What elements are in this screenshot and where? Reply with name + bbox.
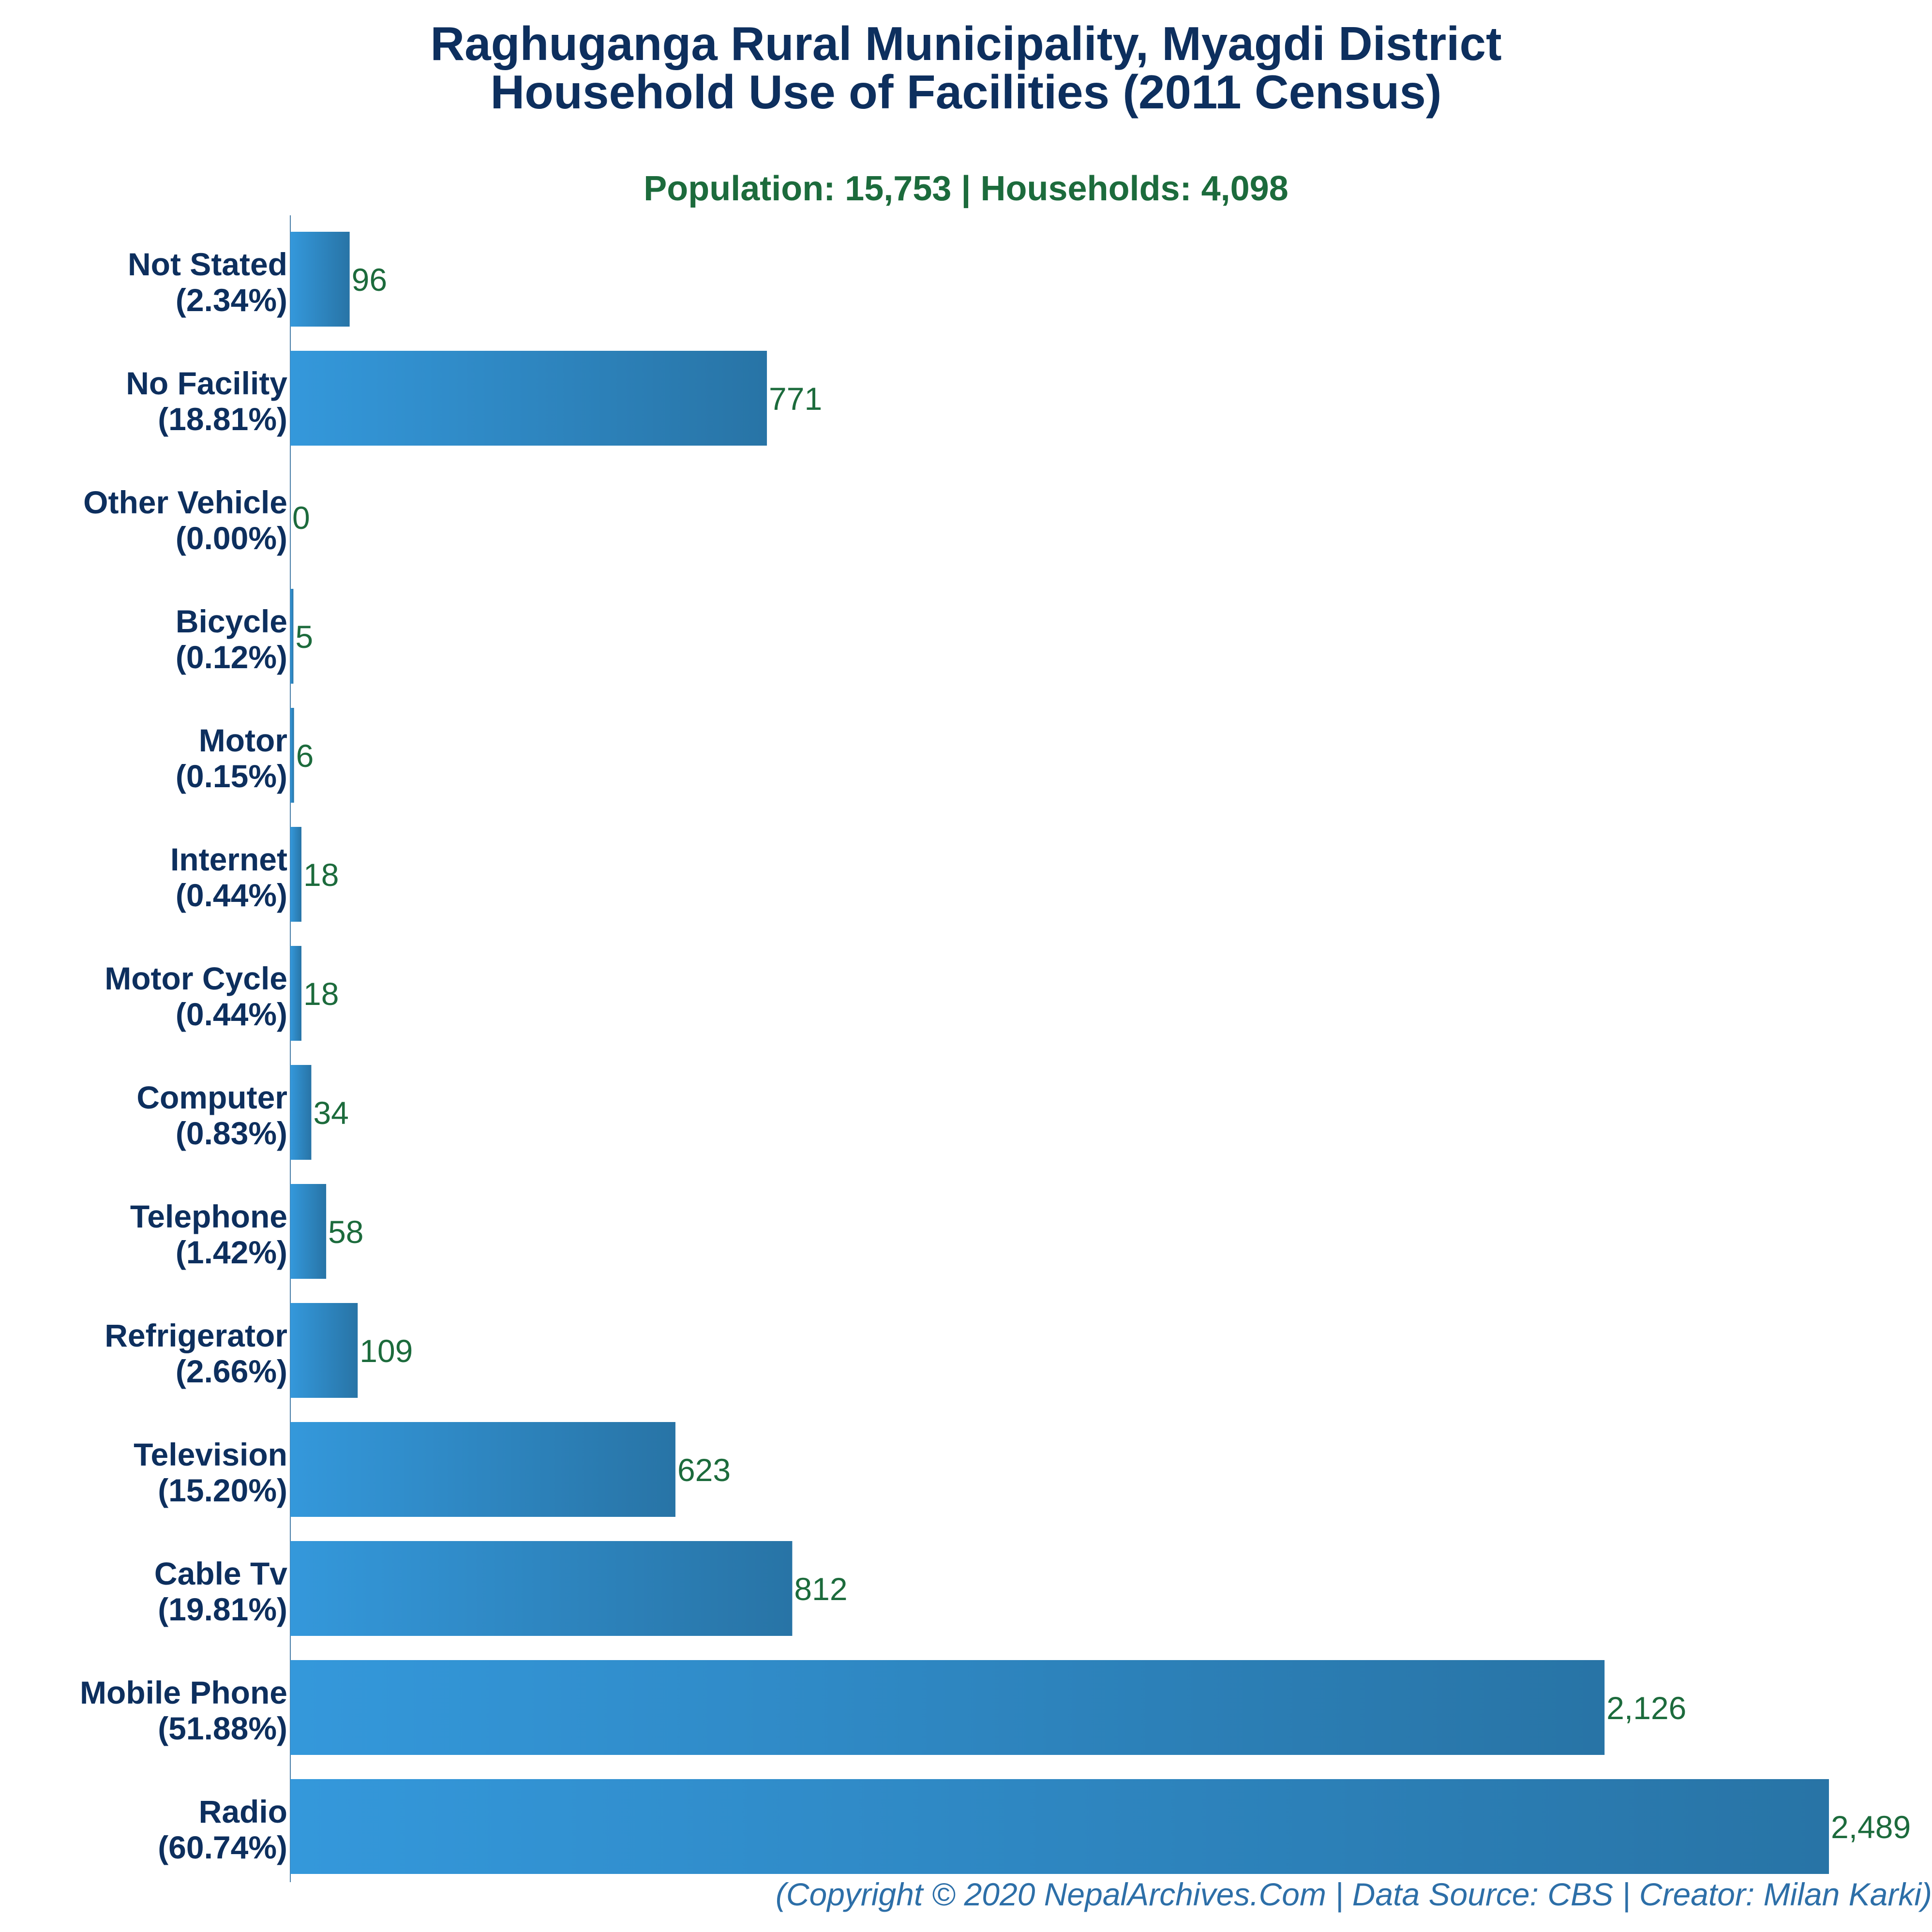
category-percent-label: (2.34%): [176, 282, 287, 318]
category-label: Computer: [136, 1079, 287, 1115]
bar-mobile-phone: [290, 1660, 1605, 1755]
bar-no-facility: [290, 351, 767, 446]
value-label: 18: [303, 976, 339, 1012]
chart-title: Raghuganga Rural Municipality, Myagdi Di…: [0, 19, 1932, 116]
category-percent-label: (0.44%): [176, 996, 287, 1032]
category-percent-label: (18.81%): [158, 401, 287, 437]
category-label: Internet: [170, 841, 287, 877]
value-label: 58: [328, 1214, 363, 1250]
category-label: No Facility: [126, 365, 287, 401]
bar-internet: [290, 827, 301, 922]
bar-radio: [290, 1779, 1829, 1874]
category-label: Mobile Phone: [80, 1675, 287, 1710]
value-label: 2,126: [1606, 1690, 1686, 1726]
value-label: 2,489: [1831, 1809, 1911, 1845]
bar-cable-tv: [290, 1541, 793, 1636]
value-label: 771: [769, 381, 822, 417]
category-label: Not Stated: [128, 246, 287, 282]
bar-motor-cycle: [290, 946, 301, 1041]
category-percent-label: (0.12%): [176, 639, 287, 675]
category-label: Telephone: [130, 1198, 287, 1234]
category-label: Motor Cycle: [105, 960, 287, 996]
bar-telephone: [290, 1184, 327, 1279]
category-percent-label: (0.83%): [176, 1115, 287, 1151]
title-line-1: Raghuganga Rural Municipality, Myagdi Di…: [430, 17, 1502, 70]
category-percent-label: (19.81%): [158, 1591, 287, 1627]
category-percent-label: (0.00%): [176, 520, 287, 556]
bar-television: [290, 1422, 675, 1517]
bar-bicycle: [290, 589, 294, 684]
category-label: Other Vehicle: [83, 484, 287, 520]
value-label: 18: [303, 857, 339, 893]
value-label: 5: [295, 619, 313, 655]
bar-motor: [290, 708, 294, 803]
footer-credit: (Copyright © 2020 NepalArchives.Com | Da…: [775, 1876, 1932, 1912]
category-label: Refrigerator: [105, 1318, 287, 1353]
category-label: Cable Tv: [154, 1556, 287, 1591]
bar-computer: [290, 1065, 312, 1160]
value-label: 0: [292, 500, 310, 536]
value-label: 623: [677, 1452, 731, 1488]
category-label: Motor: [199, 722, 287, 758]
category-percent-label: (15.20%): [158, 1472, 287, 1508]
bar-refrigerator: [290, 1303, 358, 1398]
value-label: 109: [359, 1333, 413, 1369]
category-percent-label: (1.42%): [176, 1234, 287, 1270]
value-label: 96: [352, 262, 387, 298]
category-label: Radio: [199, 1794, 287, 1829]
chart-subtitle: Population: 15,753 | Households: 4,098: [644, 169, 1288, 208]
category-label: Television: [134, 1437, 287, 1472]
category-percent-label: (0.44%): [176, 877, 287, 913]
value-label: 6: [296, 738, 314, 774]
category-label: Bicycle: [176, 603, 287, 639]
value-label: 812: [794, 1571, 847, 1607]
title-line-2: Household Use of Facilities (2011 Census…: [490, 65, 1442, 119]
value-label: 34: [313, 1095, 348, 1131]
category-percent-label: (60.74%): [158, 1829, 287, 1865]
category-percent-label: (0.15%): [176, 758, 287, 794]
category-percent-label: (51.88%): [158, 1710, 287, 1746]
category-percent-label: (2.66%): [176, 1353, 287, 1389]
bars-group: 96 Not Stated(2.34%) 771 No Facility(18.81%…: [80, 232, 1911, 1874]
bar-not-stated: [290, 232, 350, 327]
